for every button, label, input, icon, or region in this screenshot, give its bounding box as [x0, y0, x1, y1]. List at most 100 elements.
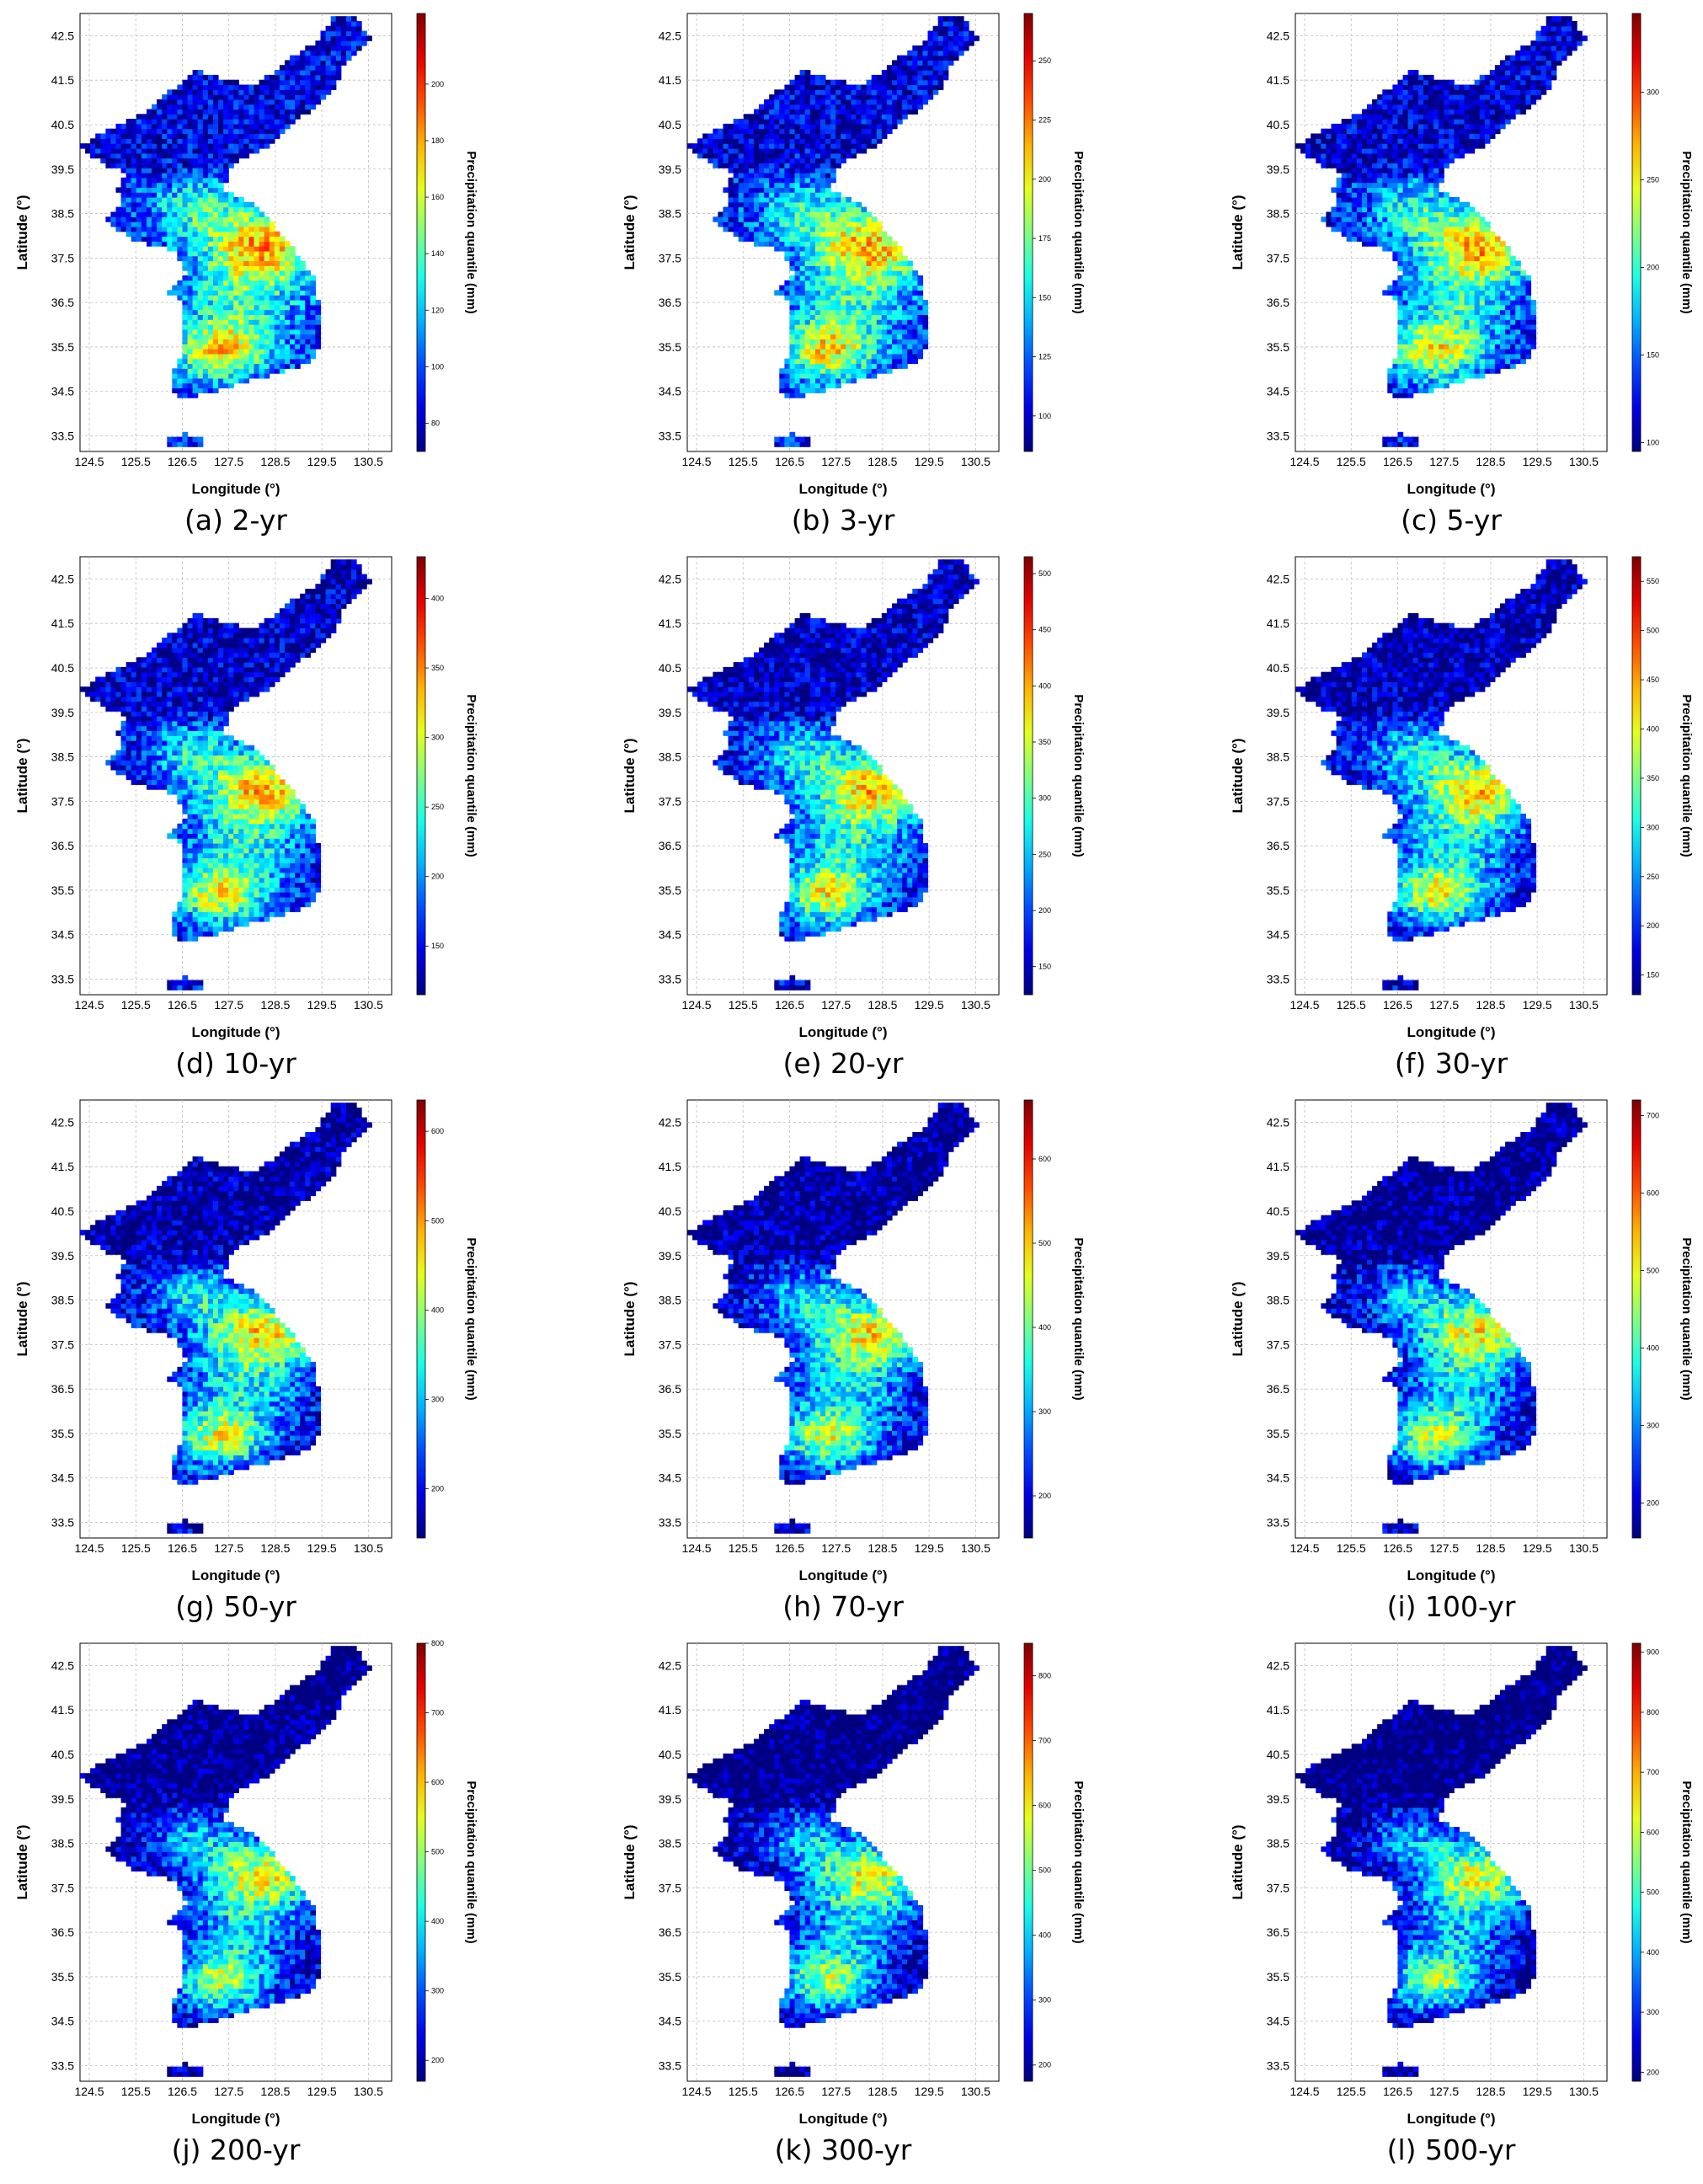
heatmap-cell: [290, 55, 296, 61]
heatmap-cell: [1336, 197, 1343, 203]
heatmap-cell: [907, 309, 913, 316]
heatmap-cell: [759, 163, 765, 168]
heatmap-cell: [1372, 152, 1378, 159]
heatmap-cell: [907, 55, 913, 61]
heatmap-cell: [172, 377, 178, 384]
heatmap-cell: [187, 226, 194, 232]
heatmap-cell: [120, 211, 127, 217]
heatmap-cell: [779, 192, 785, 198]
heatmap-cell: [841, 104, 846, 110]
heatmap-cell: [779, 128, 785, 135]
heatmap-cell: [187, 265, 194, 271]
heatmap-cell: [789, 328, 796, 335]
heatmap-cell: [902, 280, 908, 286]
heatmap-cell: [1423, 148, 1429, 154]
heatmap-cell: [228, 265, 234, 271]
heatmap-cell: [157, 123, 163, 130]
heatmap-cell: [197, 187, 204, 193]
heatmap-cell: [177, 123, 184, 130]
heatmap-cell: [851, 344, 857, 350]
heatmap-cell: [784, 222, 791, 227]
heatmap-cell: [1423, 201, 1429, 208]
heatmap-cell: [804, 353, 811, 360]
heatmap-cell: [856, 201, 862, 208]
heatmap-cell: [779, 201, 785, 208]
heatmap-cell: [922, 328, 929, 335]
heatmap-cell: [228, 295, 234, 301]
heatmap-cell: [871, 236, 878, 242]
heatmap-cell: [218, 197, 224, 203]
heatmap-cell: [1428, 104, 1434, 110]
heatmap-cell: [1392, 441, 1399, 447]
heatmap-cell: [881, 295, 888, 301]
heatmap-cell: [1417, 216, 1424, 222]
heatmap-cell: [743, 163, 750, 168]
heatmap-cell: [774, 197, 780, 203]
heatmap-cell: [218, 358, 224, 365]
heatmap-cell: [814, 339, 821, 344]
heatmap-cell: [1356, 128, 1363, 135]
heatmap-cell: [330, 55, 337, 61]
heatmap-cell: [892, 89, 898, 95]
heatmap-cell: [830, 94, 836, 100]
heatmap-cell: [764, 197, 770, 203]
heatmap-cell: [804, 104, 811, 110]
heatmap-cell: [784, 114, 791, 120]
heatmap-cell: [917, 280, 924, 286]
heatmap-cell: [856, 99, 862, 105]
heatmap-cell: [172, 373, 178, 379]
heatmap-cell: [136, 168, 142, 174]
heatmap-cell: [120, 206, 127, 213]
heatmap-cell: [207, 231, 214, 238]
heatmap-cell: [835, 309, 841, 316]
heatmap-cell: [1433, 114, 1439, 120]
heatmap-cell: [285, 324, 291, 330]
heatmap-cell: [325, 35, 332, 41]
heatmap-cell: [120, 148, 127, 154]
heatmap-cell: [218, 260, 224, 266]
heatmap-cell: [1351, 152, 1358, 159]
heatmap-cell: [162, 168, 168, 174]
heatmap-cell: [819, 387, 826, 393]
colorbar-title: Precipitation quantile (mm): [464, 151, 478, 313]
heatmap-cell: [218, 158, 224, 164]
heatmap-cell: [345, 40, 352, 46]
heatmap-cell: [871, 363, 878, 369]
heatmap-cell: [1346, 123, 1353, 130]
heatmap-cell: [846, 148, 852, 154]
heatmap-cell: [748, 133, 755, 139]
heatmap-cell: [1444, 358, 1449, 365]
heatmap-cell: [779, 222, 785, 227]
heatmap-cell: [743, 231, 750, 238]
heatmap-cell: [866, 363, 873, 369]
heatmap-cell: [264, 89, 270, 95]
heatmap-cell: [228, 290, 234, 296]
heatmap-cell: [345, 16, 352, 22]
heatmap-cell: [167, 128, 173, 135]
heatmap-cell: [958, 35, 964, 41]
heatmap-cell: [274, 368, 280, 374]
heatmap-cell: [825, 206, 831, 213]
heatmap-cell: [141, 211, 147, 217]
heatmap-cell: [1397, 392, 1404, 398]
heatmap-cell: [172, 128, 178, 135]
heatmap-cell: [125, 197, 132, 203]
heatmap-cell: [315, 314, 322, 320]
heatmap-cell: [274, 265, 280, 271]
heatmap-cell: [825, 314, 831, 320]
heatmap-cell: [769, 211, 775, 217]
heatmap-cell: [212, 246, 219, 252]
heatmap-cell: [819, 246, 826, 252]
heatmap-cell: [1439, 314, 1444, 320]
heatmap-cell: [819, 94, 826, 100]
heatmap-cell: [305, 270, 311, 276]
heatmap-cell: [907, 358, 913, 365]
heatmap-cell: [809, 187, 816, 193]
heatmap-cell: [974, 35, 980, 41]
heatmap-cell: [197, 197, 204, 203]
heatmap-cell: [1407, 270, 1414, 276]
heatmap-cell: [243, 99, 250, 105]
heatmap-cell: [814, 387, 821, 393]
heatmap-cell: [177, 128, 184, 135]
heatmap-cell: [856, 84, 862, 90]
